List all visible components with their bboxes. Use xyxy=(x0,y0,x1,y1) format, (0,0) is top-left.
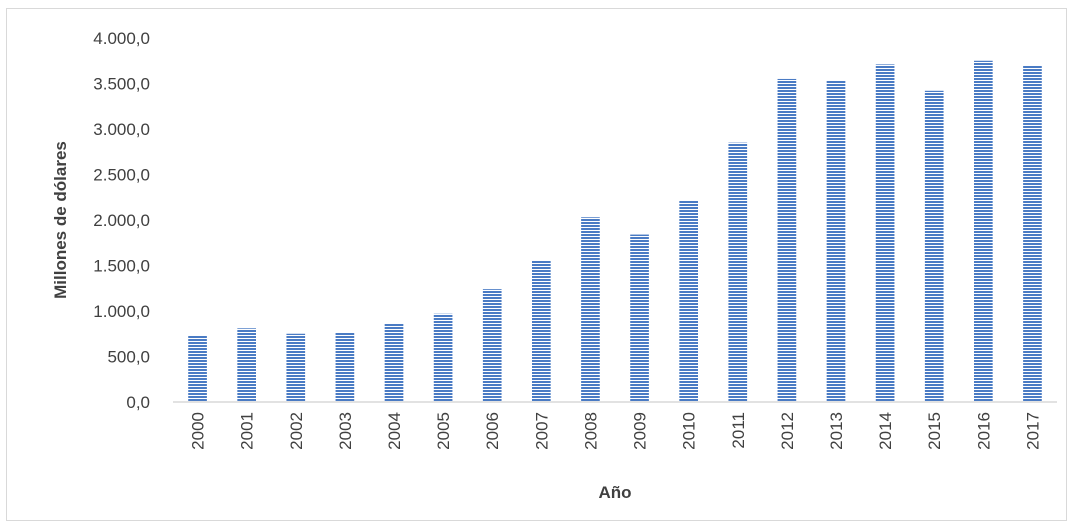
x-tick-label: 2003 xyxy=(336,412,355,450)
y-tick-label: 1.500,0 xyxy=(93,257,150,276)
bar-2014 xyxy=(875,64,895,402)
bar-2012 xyxy=(777,78,797,402)
x-tick-label: 2004 xyxy=(385,412,404,450)
bar-2004 xyxy=(384,323,404,402)
bars xyxy=(188,60,1042,403)
x-tick-label: 2000 xyxy=(189,412,208,450)
x-tick-label: 2001 xyxy=(238,412,257,450)
y-tick-label: 1.000,0 xyxy=(93,302,150,321)
x-tick-label: 2007 xyxy=(532,412,551,450)
x-tick-label: 2017 xyxy=(1023,412,1042,450)
bar-2011 xyxy=(728,142,748,402)
x-tick-label: 2016 xyxy=(974,412,993,450)
x-tick-label: 2015 xyxy=(925,412,944,450)
bar-2015 xyxy=(924,90,944,402)
bar-2003 xyxy=(335,332,355,402)
bar-2008 xyxy=(581,217,600,402)
bar-2009 xyxy=(630,234,649,402)
x-axis-title: Año xyxy=(598,483,631,502)
y-tick-label: 0,0 xyxy=(126,393,150,412)
bar-2007 xyxy=(532,260,551,402)
x-tick-label: 2011 xyxy=(729,412,748,449)
y-axis-title: Millones de dólares xyxy=(51,141,70,299)
bar-2001 xyxy=(237,328,256,402)
y-axis-labels: 0,0 500,0 1.000,0 1.500,0 2.000,0 2.500,0 3.00… xyxy=(93,29,150,412)
x-tick-label: 2009 xyxy=(631,412,650,450)
bar-2010 xyxy=(679,200,698,402)
y-tick-label: 4.000,0 xyxy=(93,29,150,48)
x-axis-labels: 2000 2001 2002 2003 2004 2005 2006 2007 2008 2009… xyxy=(189,412,1043,450)
bar-2000 xyxy=(188,335,207,402)
x-tick-label: 2010 xyxy=(680,412,699,450)
x-tick-label: 2002 xyxy=(287,412,306,450)
bar-2016 xyxy=(974,60,993,402)
y-tick-label: 2.500,0 xyxy=(93,166,150,185)
y-tick-label: 3.000,0 xyxy=(93,120,150,139)
x-tick-label: 2008 xyxy=(581,412,600,450)
bar-2017 xyxy=(1023,65,1042,403)
bar-2005 xyxy=(433,313,453,402)
x-tick-label: 2014 xyxy=(876,412,895,450)
y-tick-label: 3.500,0 xyxy=(93,75,150,94)
y-tick-label: 500,0 xyxy=(107,348,150,367)
x-tick-label: 2005 xyxy=(434,412,453,450)
x-tick-label: 2013 xyxy=(827,412,846,450)
y-tick-label: 2.000,0 xyxy=(93,211,150,230)
x-tick-label: 2012 xyxy=(778,412,797,450)
bar-2013 xyxy=(826,80,846,403)
bar-2002 xyxy=(286,333,306,402)
bar-2006 xyxy=(482,289,502,402)
x-tick-label: 2006 xyxy=(483,412,502,450)
